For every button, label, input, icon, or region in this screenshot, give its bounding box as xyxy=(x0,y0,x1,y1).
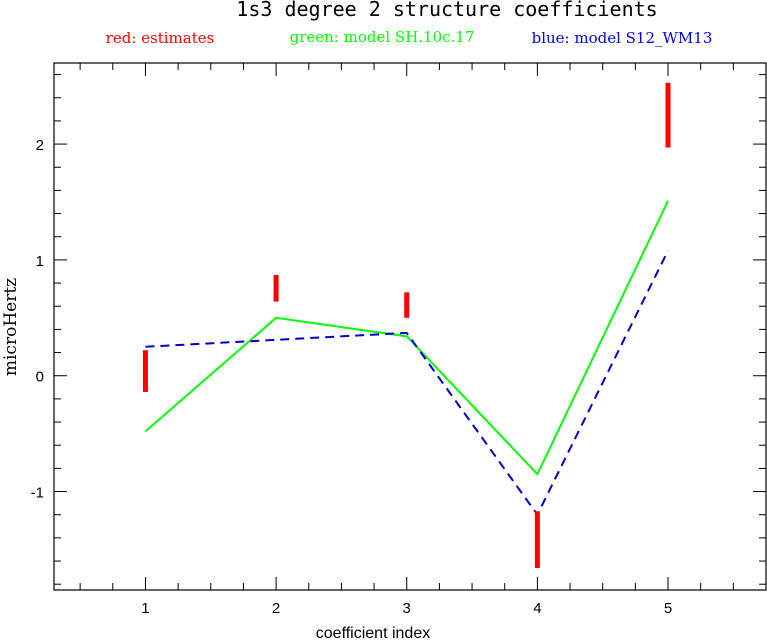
x-tick-label: 3 xyxy=(403,600,411,617)
axis-ticks xyxy=(54,63,766,590)
x-tick-label: 4 xyxy=(533,600,541,617)
series-line-1 xyxy=(145,250,669,517)
series-layer xyxy=(144,200,669,517)
y-tick-label: 1 xyxy=(36,253,44,270)
y-tick-label: -1 xyxy=(31,485,44,502)
x-tick-label: 1 xyxy=(141,600,149,617)
series-line-0 xyxy=(144,200,669,476)
y-tick-label: 2 xyxy=(36,137,44,154)
y-tick-label: 0 xyxy=(36,369,44,386)
x-axis-label: coefficient index xyxy=(316,625,430,641)
legend-model-sh10c17: green: model SH.10c.17 xyxy=(290,28,475,46)
x-tick-label: 5 xyxy=(664,600,672,617)
legend-estimates: red: estimates xyxy=(106,29,215,47)
x-tick-label: 2 xyxy=(272,600,280,617)
plot-frame xyxy=(53,62,767,591)
legend-model-s12wm13: blue: model S12_WM13 xyxy=(532,29,713,47)
y-axis-label: microHertz xyxy=(1,278,21,376)
chart-title: 1s3 degree 2 structure coefficients xyxy=(236,0,657,21)
error-bars xyxy=(142,82,671,568)
axis-tick-labels: 1 2 3 4 5 -1 0 1 2 xyxy=(31,137,673,617)
